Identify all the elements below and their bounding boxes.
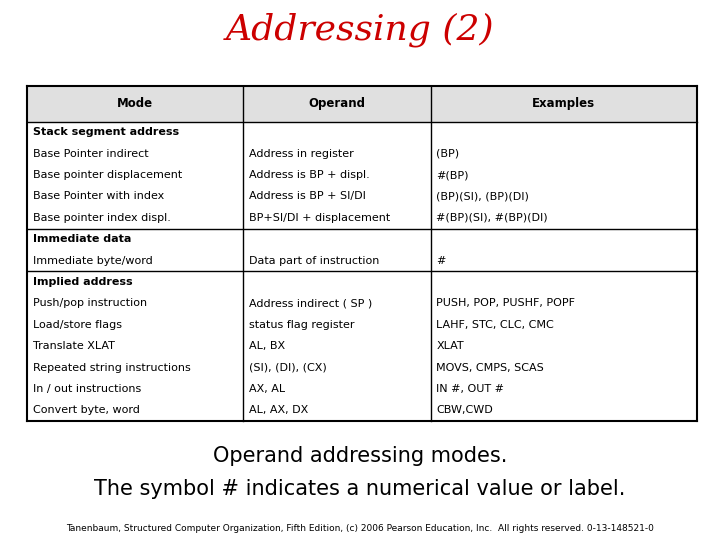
Text: Load/store flags: Load/store flags bbox=[33, 320, 122, 330]
Text: AL, AX, DX: AL, AX, DX bbox=[249, 406, 308, 415]
Text: Data part of instruction: Data part of instruction bbox=[249, 255, 379, 266]
Text: In / out instructions: In / out instructions bbox=[33, 384, 141, 394]
Text: (SI), (DI), (CX): (SI), (DI), (CX) bbox=[249, 363, 327, 373]
Text: status flag register: status flag register bbox=[249, 320, 355, 330]
Text: Address is BP + displ.: Address is BP + displ. bbox=[249, 170, 370, 180]
Text: (BP): (BP) bbox=[436, 148, 459, 159]
Text: Push/pop instruction: Push/pop instruction bbox=[33, 299, 148, 308]
Text: Base pointer displacement: Base pointer displacement bbox=[33, 170, 182, 180]
Text: Base pointer index displ.: Base pointer index displ. bbox=[33, 213, 171, 223]
Text: Address is BP + SI/DI: Address is BP + SI/DI bbox=[249, 191, 366, 201]
Text: The symbol # indicates a numerical value or label.: The symbol # indicates a numerical value… bbox=[94, 478, 626, 499]
Text: Mode: Mode bbox=[117, 97, 153, 111]
Text: Tanenbaum, Structured Computer Organization, Fifth Edition, (c) 2006 Pearson Edu: Tanenbaum, Structured Computer Organizat… bbox=[66, 524, 654, 532]
Text: Base Pointer indirect: Base Pointer indirect bbox=[33, 148, 149, 159]
Text: Immediate data: Immediate data bbox=[33, 234, 132, 244]
Text: PUSH, POP, PUSHF, POPF: PUSH, POP, PUSHF, POPF bbox=[436, 299, 575, 308]
Text: #(BP)(SI), #(BP)(DI): #(BP)(SI), #(BP)(DI) bbox=[436, 213, 548, 223]
Text: IN #, OUT #: IN #, OUT # bbox=[436, 384, 504, 394]
Text: LAHF, STC, CLC, CMC: LAHF, STC, CLC, CMC bbox=[436, 320, 554, 330]
Text: Convert byte, word: Convert byte, word bbox=[33, 406, 140, 415]
Text: BP+SI/DI + displacement: BP+SI/DI + displacement bbox=[249, 213, 390, 223]
Text: Operand addressing modes.: Operand addressing modes. bbox=[213, 446, 507, 467]
Text: #: # bbox=[436, 255, 446, 266]
Text: Address indirect ( SP ): Address indirect ( SP ) bbox=[249, 299, 372, 308]
Text: Address in register: Address in register bbox=[249, 148, 354, 159]
Text: Operand: Operand bbox=[308, 97, 366, 111]
Text: MOVS, CMPS, SCAS: MOVS, CMPS, SCAS bbox=[436, 363, 544, 373]
Text: (BP)(SI), (BP)(DI): (BP)(SI), (BP)(DI) bbox=[436, 191, 529, 201]
Text: Addressing (2): Addressing (2) bbox=[225, 12, 495, 47]
Text: #(BP): #(BP) bbox=[436, 170, 469, 180]
Text: Stack segment address: Stack segment address bbox=[33, 127, 179, 137]
Text: AX, AL: AX, AL bbox=[249, 384, 285, 394]
Text: Base Pointer with index: Base Pointer with index bbox=[33, 191, 164, 201]
Text: Repeated string instructions: Repeated string instructions bbox=[33, 363, 191, 373]
Text: Implied address: Implied address bbox=[33, 277, 132, 287]
Bar bbox=[27, 86, 697, 122]
Text: CBW,CWD: CBW,CWD bbox=[436, 406, 493, 415]
Text: AL, BX: AL, BX bbox=[249, 341, 285, 352]
Text: Immediate byte/word: Immediate byte/word bbox=[33, 255, 153, 266]
Text: XLAT: XLAT bbox=[436, 341, 464, 352]
Text: Examples: Examples bbox=[532, 97, 595, 111]
Text: Translate XLAT: Translate XLAT bbox=[33, 341, 115, 352]
